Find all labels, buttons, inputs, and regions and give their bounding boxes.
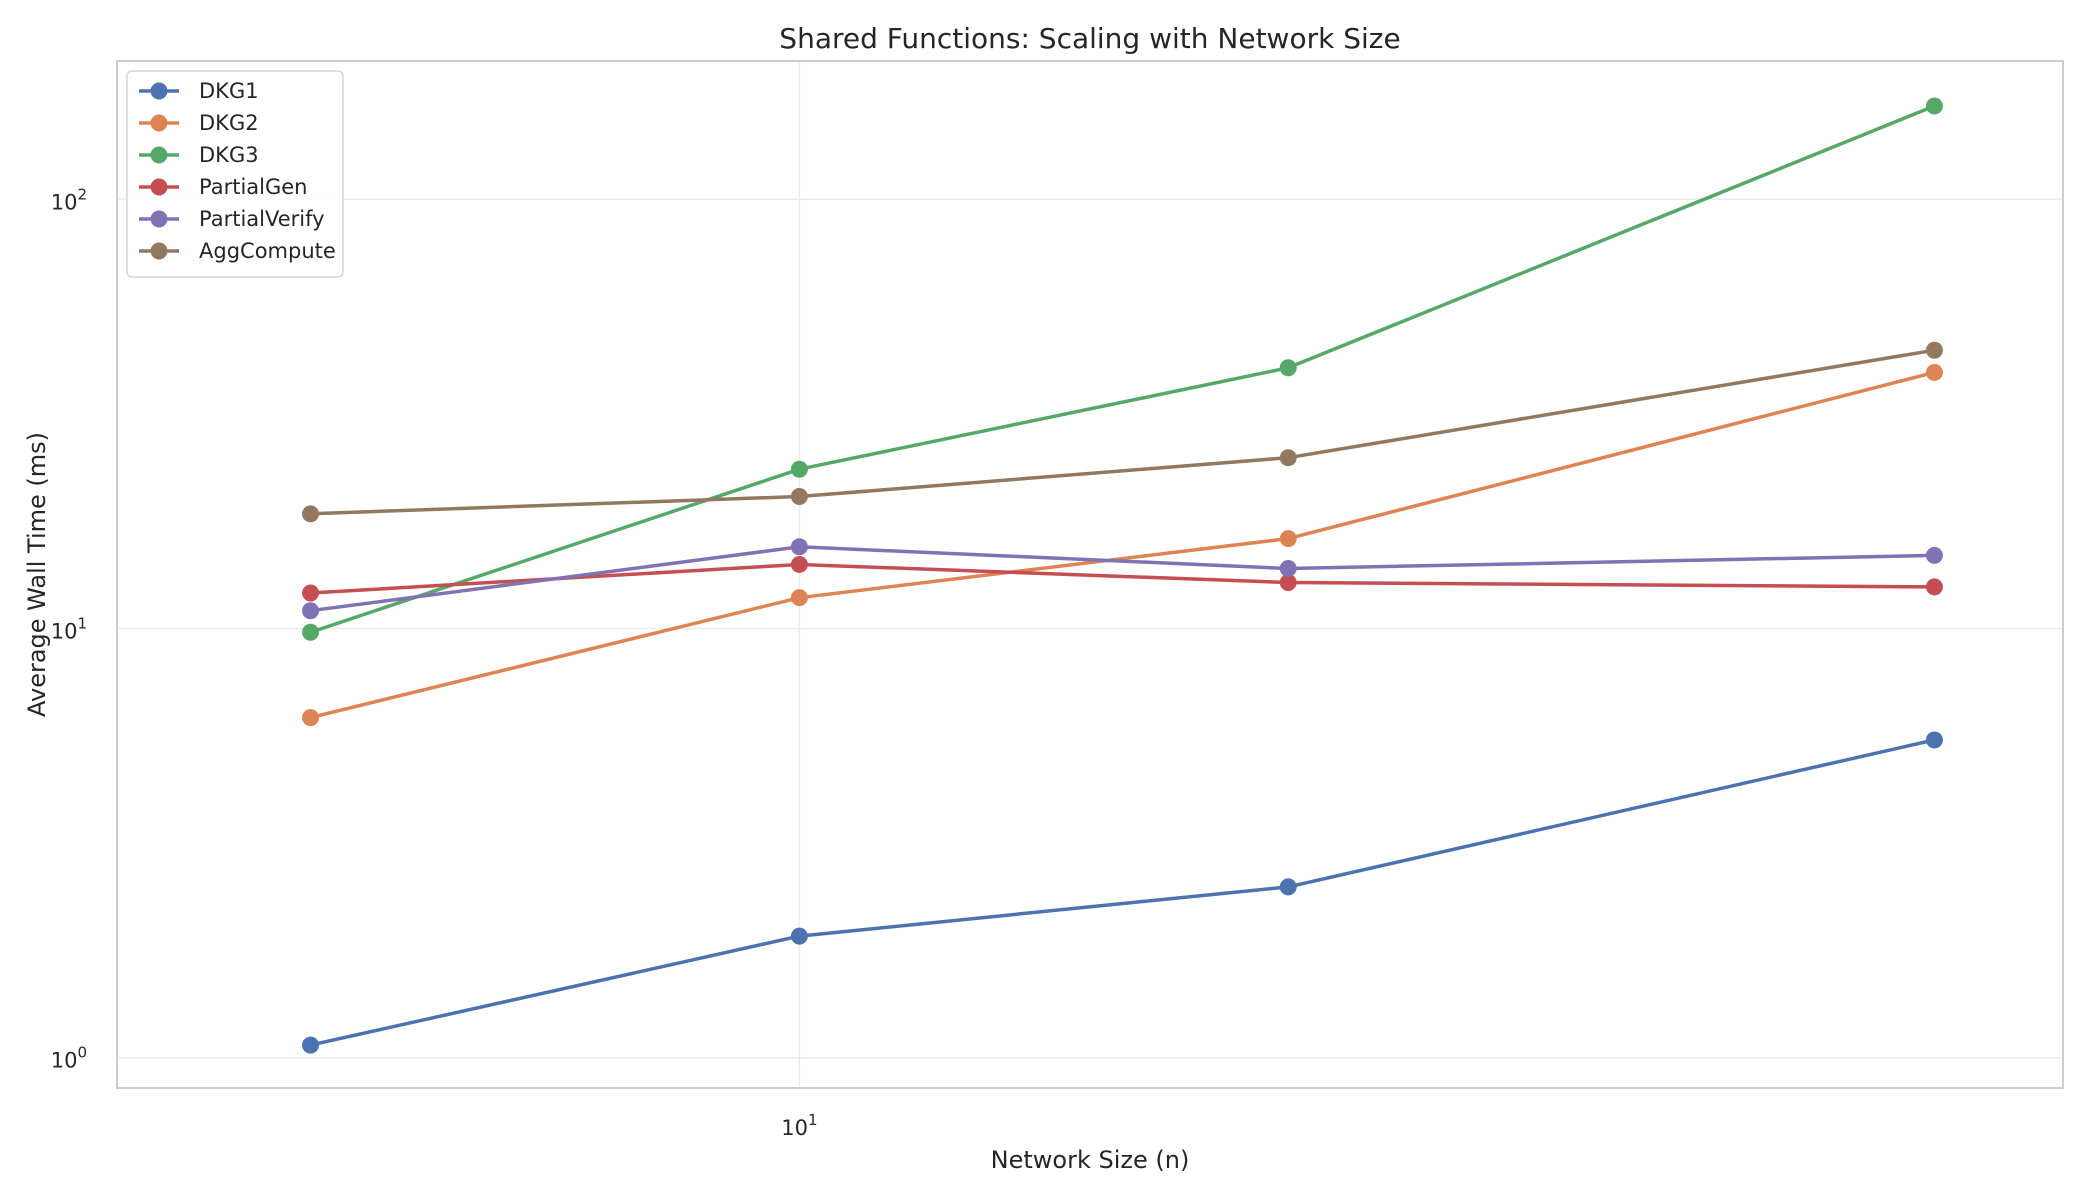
legend-swatch-marker [150, 114, 168, 132]
plot-frame [116, 60, 2064, 1089]
data-point [1925, 546, 1943, 564]
legend-label: PartialGen [199, 175, 308, 199]
legend-label: DKG2 [199, 111, 259, 135]
data-point [1279, 573, 1297, 591]
series-dkg3 [302, 97, 1943, 641]
series-line [310, 370, 1935, 720]
data-point [1925, 97, 1943, 115]
data-point [790, 538, 808, 556]
y-tick-label: 101 [51, 615, 87, 644]
grid [117, 61, 2063, 1088]
legend-item: PartialGen [139, 175, 308, 199]
data-point [302, 505, 320, 523]
legend-item: PartialVerify [139, 207, 325, 231]
legend-item: DKG3 [139, 143, 259, 167]
series-line [310, 738, 1935, 1047]
x-axis-title: Network Size (n) [991, 1146, 1190, 1174]
legend-swatch-marker [150, 82, 168, 100]
legend-item: DKG1 [139, 79, 259, 103]
data-point [790, 555, 808, 573]
legend-label: DKG1 [199, 79, 259, 103]
x-tick-label: 101 [781, 1111, 817, 1140]
legend-item: DKG2 [139, 111, 259, 135]
legend-label: AggCompute [199, 239, 336, 263]
data-point [790, 589, 808, 607]
y-tick-label: 100 [51, 1044, 87, 1073]
legend-swatch-marker [150, 146, 168, 164]
data-point [302, 709, 320, 727]
series-line [310, 348, 1935, 516]
data-point [302, 623, 320, 641]
legend-label: DKG3 [199, 143, 259, 167]
data-point [790, 927, 808, 945]
data-point [302, 1036, 320, 1054]
data-point [790, 460, 808, 478]
data-point [1279, 359, 1297, 377]
data-point [1925, 341, 1943, 359]
series-dkg1 [302, 731, 1943, 1054]
data-point [1279, 878, 1297, 896]
legend-box [126, 70, 344, 278]
y-tick-label: 102 [51, 185, 87, 214]
series-line [309, 104, 1936, 634]
data-point [1279, 559, 1297, 577]
series-layer [302, 97, 1943, 1054]
series-dkg2 [302, 363, 1943, 727]
data-point [302, 584, 320, 602]
data-point [1279, 449, 1297, 467]
data-point [790, 488, 808, 506]
legend-label: PartialVerify [199, 207, 325, 231]
legend-swatch-marker [150, 242, 168, 260]
tick-labels: 101 100 101 102 [51, 185, 818, 1140]
chart-title: Shared Functions: Scaling with Network S… [779, 22, 1400, 55]
series-partialverify [302, 538, 1943, 620]
legend-swatch-marker [150, 178, 168, 196]
legend-item: AggCompute [139, 239, 336, 263]
series-aggcompute [302, 341, 1943, 523]
data-point [1925, 578, 1943, 596]
series-line [310, 545, 1935, 613]
data-point [1925, 363, 1943, 381]
data-point [302, 602, 320, 620]
legend: DKG1 DKG2 DKG3 PartialGen PartialVerify AggCo… [126, 70, 344, 278]
y-axis-title: Average Wall Time (ms) [23, 432, 51, 717]
legend-swatch-marker [150, 210, 168, 228]
data-point [1925, 731, 1943, 749]
data-point [1279, 530, 1297, 548]
